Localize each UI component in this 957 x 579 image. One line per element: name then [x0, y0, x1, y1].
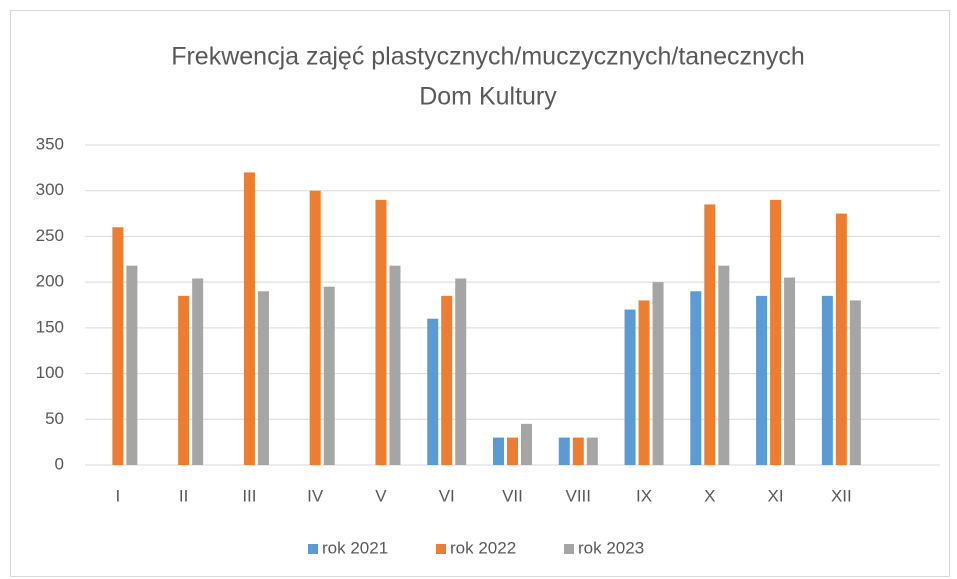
bar [389, 265, 401, 465]
legend-swatch [564, 544, 574, 554]
bar [835, 213, 847, 465]
x-tick-label: XII [831, 486, 852, 505]
bar [427, 318, 439, 465]
legend-swatch [308, 544, 318, 554]
bar [821, 295, 833, 465]
bar [784, 277, 796, 465]
y-tick-label: 350 [36, 134, 64, 153]
bar [521, 423, 532, 465]
bar [375, 199, 387, 465]
bar [756, 295, 768, 465]
chart-title: Frekwencja zajęć plastycznych/muczycznyc… [171, 43, 805, 71]
bar [493, 437, 504, 465]
y-tick-label: 250 [36, 226, 64, 245]
legend-label: rok 2021 [322, 538, 388, 557]
bar [558, 437, 570, 465]
bar [718, 265, 730, 465]
bar [192, 278, 204, 465]
bar [126, 265, 138, 465]
bar [638, 300, 650, 465]
legend-label: rok 2023 [578, 538, 644, 557]
x-tick-label: I [116, 486, 121, 505]
bar [624, 309, 636, 465]
bar [586, 437, 598, 465]
legend-label: rok 2022 [450, 538, 516, 557]
x-tick-label: IX [636, 486, 652, 505]
bar [243, 172, 255, 465]
x-tick-label: IV [307, 486, 324, 505]
bar [652, 282, 664, 465]
legend-swatch [436, 544, 446, 554]
y-tick-label: 0 [55, 454, 64, 473]
bar [455, 278, 467, 465]
x-tick-label: X [704, 486, 715, 505]
bar [507, 437, 518, 465]
bar [441, 295, 453, 465]
y-tick-label: 300 [36, 180, 64, 199]
bar [849, 300, 861, 465]
x-tick-label: VII [502, 486, 523, 505]
y-tick-label: 50 [45, 409, 64, 428]
x-tick-label: V [375, 486, 387, 505]
x-tick-label: III [242, 486, 256, 505]
x-tick-label: II [179, 486, 188, 505]
y-tick-label: 200 [36, 272, 64, 291]
x-tick-label: XI [768, 486, 784, 505]
bar [323, 286, 335, 465]
y-tick-label: 150 [36, 317, 64, 336]
bar [690, 291, 702, 465]
chart-title: Dom Kultury [419, 83, 557, 111]
x-tick-label: VI [439, 486, 455, 505]
bar [112, 227, 124, 465]
bar [770, 199, 782, 465]
x-tick-label: VIII [566, 486, 592, 505]
bar [704, 204, 716, 465]
bar [178, 295, 190, 465]
y-tick-label: 100 [36, 363, 64, 382]
bar [309, 190, 321, 465]
bar [257, 291, 269, 465]
bar [572, 437, 584, 465]
